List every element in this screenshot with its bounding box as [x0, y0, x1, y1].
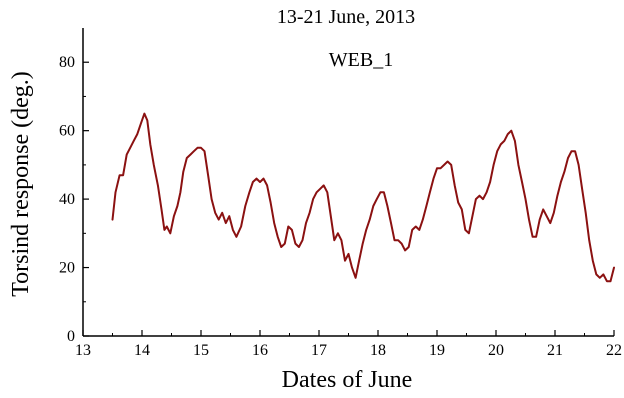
y-tick-label: 0 — [67, 328, 75, 345]
chart-subtitle: WEB_1 — [329, 49, 393, 71]
x-tick-label: 20 — [488, 342, 504, 359]
x-tick-label: 18 — [370, 342, 386, 359]
x-tick-label: 13 — [75, 342, 91, 359]
x-tick-label: 22 — [606, 342, 622, 359]
y-tick-label: 60 — [59, 123, 75, 140]
x-tick-label: 21 — [547, 342, 563, 359]
axes — [82, 28, 614, 337]
y-tick-label: 40 — [59, 191, 75, 208]
ticks: 13 14 15 16 17 18 19 20 21 22 0 20 40 60 80 — [59, 54, 622, 359]
chart-title: 13-21 June, 2013 — [277, 6, 415, 28]
y-axis-title: Torsind response (deg.) — [8, 71, 34, 297]
x-tick-label: 14 — [134, 342, 150, 359]
y-tick-label: 20 — [59, 260, 75, 277]
series — [111, 112, 615, 283]
x-tick-label: 17 — [311, 342, 327, 359]
x-axis-title: Dates of June — [282, 367, 413, 393]
x-tick-label: 15 — [193, 342, 209, 359]
y-tick-label: 80 — [59, 54, 75, 71]
x-tick-label: 19 — [429, 342, 445, 359]
series-line-0 — [111, 112, 615, 283]
x-tick-label: 16 — [252, 342, 268, 359]
